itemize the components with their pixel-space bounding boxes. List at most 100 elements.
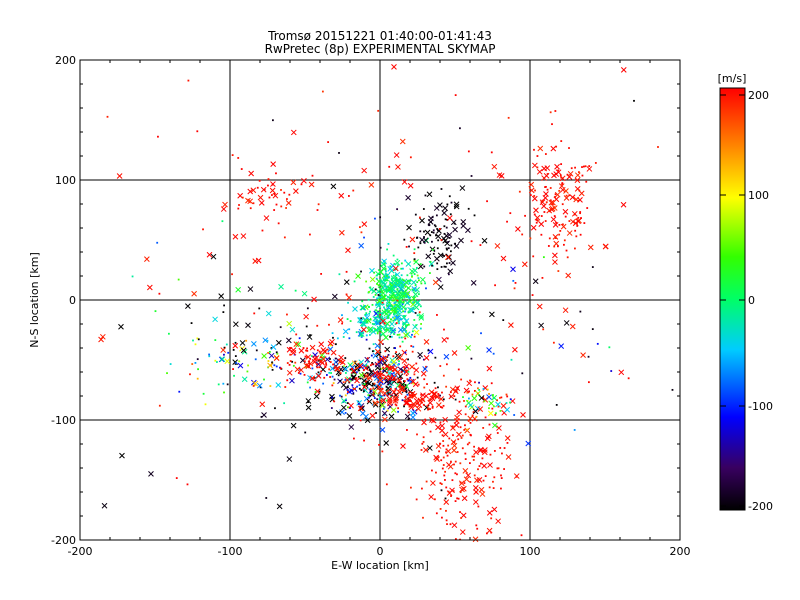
data-point-x bbox=[383, 363, 390, 370]
data-point-dot bbox=[440, 483, 443, 485]
data-point-dot bbox=[406, 302, 409, 305]
data-point-dot bbox=[367, 298, 370, 301]
data-point-x bbox=[447, 463, 454, 470]
data-point-x bbox=[393, 315, 400, 321]
data-point-dot bbox=[608, 346, 611, 349]
data-point-dot bbox=[436, 247, 439, 250]
data-point-dot bbox=[497, 467, 500, 470]
data-point-dot bbox=[332, 363, 334, 366]
data-point-dot bbox=[190, 322, 193, 325]
data-point-dot bbox=[383, 298, 386, 300]
data-point-x bbox=[308, 181, 315, 188]
data-point-x bbox=[449, 386, 456, 393]
data-point-dot bbox=[321, 90, 324, 93]
data-point-dot bbox=[450, 244, 453, 247]
data-point-x bbox=[354, 377, 360, 384]
data-point-dot bbox=[261, 229, 264, 232]
data-point-dot bbox=[513, 414, 516, 416]
data-point-dot bbox=[403, 380, 406, 383]
data-point-x bbox=[422, 366, 428, 372]
data-point-dot bbox=[482, 427, 485, 429]
data-point-dot bbox=[422, 441, 425, 443]
data-point-dot bbox=[289, 346, 291, 349]
data-point-x bbox=[373, 327, 380, 333]
data-point-dot bbox=[454, 94, 457, 97]
data-point-dot bbox=[524, 214, 526, 217]
data-point-dot bbox=[415, 402, 418, 405]
data-point-dot bbox=[587, 355, 590, 358]
data-point-dot bbox=[395, 322, 398, 324]
data-point-x bbox=[491, 506, 498, 513]
data-point-dot bbox=[428, 399, 431, 402]
data-point-x bbox=[263, 215, 270, 221]
data-point-x bbox=[391, 375, 398, 381]
data-point-x bbox=[259, 401, 266, 408]
data-point-dot bbox=[406, 393, 409, 396]
data-point-dot bbox=[390, 374, 393, 377]
data-point-x bbox=[343, 279, 350, 285]
data-point-x bbox=[392, 395, 399, 402]
data-point-dot bbox=[404, 384, 407, 386]
data-point-dot bbox=[360, 335, 363, 337]
data-point-dot bbox=[369, 286, 372, 289]
data-point-dot bbox=[466, 428, 469, 431]
data-point-x bbox=[379, 402, 386, 409]
data-point-dot bbox=[381, 387, 384, 390]
data-point-dot bbox=[578, 171, 580, 173]
data-point-dot bbox=[453, 395, 456, 398]
data-point-dot bbox=[252, 385, 255, 387]
data-point-dot bbox=[548, 237, 551, 240]
data-point-x bbox=[460, 485, 467, 492]
data-point-dot bbox=[543, 211, 546, 213]
data-point-x bbox=[537, 145, 544, 152]
data-point-dot bbox=[416, 281, 419, 284]
data-point-dot bbox=[568, 147, 570, 149]
data-point-dot bbox=[385, 290, 388, 293]
data-point-x bbox=[405, 285, 412, 291]
data-point-x bbox=[358, 331, 365, 337]
data-point-dot bbox=[549, 111, 552, 114]
data-point-x bbox=[575, 218, 581, 225]
data-point-x bbox=[350, 368, 357, 374]
data-point-dot bbox=[463, 429, 466, 431]
data-point-dot bbox=[413, 335, 416, 338]
data-point-dot bbox=[352, 388, 355, 390]
data-point-dot bbox=[412, 345, 415, 348]
data-point-dot bbox=[300, 183, 303, 186]
data-point-x bbox=[401, 349, 408, 356]
data-point-x bbox=[437, 284, 444, 290]
data-point-dot bbox=[488, 486, 491, 489]
data-point-x bbox=[411, 286, 418, 292]
data-point-x bbox=[538, 221, 545, 227]
data-point-x bbox=[339, 229, 345, 236]
data-point-dot bbox=[496, 432, 499, 434]
data-point-x bbox=[421, 419, 427, 426]
data-point-x bbox=[586, 166, 593, 172]
data-point-dot bbox=[389, 298, 392, 301]
data-point-x bbox=[372, 352, 379, 359]
data-point-x bbox=[451, 447, 457, 454]
data-point-x bbox=[118, 323, 124, 330]
data-point-x bbox=[451, 522, 458, 529]
data-point-dot bbox=[443, 225, 446, 228]
data-point-dot bbox=[439, 442, 441, 445]
data-point-dot bbox=[510, 358, 513, 361]
data-point-dot bbox=[348, 328, 351, 331]
data-point-x bbox=[462, 468, 469, 474]
data-point-dot bbox=[223, 353, 225, 356]
data-point-dot bbox=[448, 195, 451, 198]
data-point-dot bbox=[277, 222, 280, 225]
data-point-dot bbox=[398, 360, 400, 363]
data-point-dot bbox=[424, 194, 427, 197]
data-point-dot bbox=[400, 336, 403, 339]
data-point-dot bbox=[445, 247, 448, 250]
data-point-dot bbox=[362, 390, 365, 393]
data-point-dot bbox=[314, 379, 317, 382]
data-point-dot bbox=[377, 394, 380, 397]
data-point-dot bbox=[385, 399, 388, 402]
data-point-dot bbox=[423, 241, 426, 244]
x-tick-label: 200 bbox=[670, 545, 691, 558]
data-point-x bbox=[385, 385, 392, 392]
data-point-dot bbox=[269, 385, 272, 387]
data-point-dot bbox=[393, 379, 396, 381]
